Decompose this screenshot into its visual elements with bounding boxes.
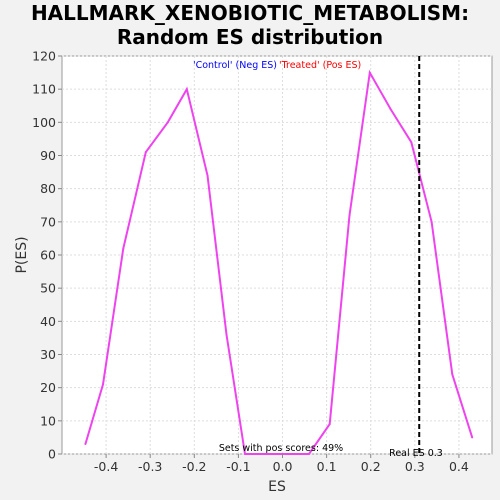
y-tick-label: 60 (40, 248, 56, 263)
chart-title-line1: HALLMARK_XENOBIOTIC_METABOLISM: (30, 1, 470, 25)
series-line (84, 69, 474, 455)
data-point (166, 121, 169, 124)
data-point (102, 383, 105, 386)
y-tick-label: 100 (32, 115, 56, 130)
x-tick-label: -0.3 (138, 459, 162, 474)
x-tick-label: 0.0 (273, 459, 293, 474)
series-layer (84, 56, 474, 455)
chart-title-line2: Random ES distribution (116, 25, 384, 49)
annotation-pos-scores: Sets with pos scores: 49% (219, 443, 343, 454)
y-tick-label: 20 (40, 380, 56, 395)
data-point (225, 333, 228, 336)
y-tick-label: 80 (40, 181, 56, 196)
y-tick-label: 10 (40, 413, 56, 428)
x-tick-label: 0.2 (361, 459, 381, 474)
y-tick-label: 110 (32, 82, 56, 97)
y-tick-label: 90 (40, 148, 56, 163)
y-tick-label: 0 (48, 447, 56, 462)
x-tick-label: -0.2 (182, 459, 206, 474)
data-point (122, 247, 125, 250)
data-point (348, 214, 351, 217)
data-point (368, 71, 371, 74)
y-tick-label: 70 (40, 214, 56, 229)
data-point (389, 108, 392, 111)
ticks-layer: 0 10 20 30 40 50 60 70 80 90 100 110 120 -0.4 -0.3 -0.2… (32, 49, 469, 475)
legend-control: 'Control' (Neg ES) (193, 60, 277, 71)
data-point (430, 220, 433, 223)
data-point (263, 453, 266, 455)
data-point (451, 373, 454, 376)
x-tick-label: -0.4 (94, 459, 118, 474)
x-tick-label: -0.1 (226, 459, 250, 474)
data-point (307, 453, 310, 455)
data-point (410, 141, 413, 144)
y-axis-label: P(ES) (14, 236, 30, 273)
plot-area (61, 55, 493, 455)
y-tick-label: 30 (40, 347, 56, 362)
y-tick-label: 40 (40, 314, 56, 329)
y-tick-label: 120 (32, 49, 56, 64)
legend-treated: 'Treated' (Pos ES) (279, 60, 361, 71)
x-tick-label: 0.3 (405, 459, 425, 474)
data-point (471, 436, 474, 439)
x-tick-label: 0.1 (317, 459, 337, 474)
data-point (84, 443, 87, 446)
data-point (144, 151, 147, 154)
real-es-label: Real ES 0.3 (389, 448, 443, 459)
data-point (206, 174, 209, 177)
y-tick-label: 50 (40, 281, 56, 296)
data-point (328, 423, 331, 426)
data-point (244, 453, 247, 455)
data-point (185, 88, 188, 91)
x-axis-label: ES (268, 479, 286, 495)
x-tick-label: 0.4 (449, 459, 469, 474)
